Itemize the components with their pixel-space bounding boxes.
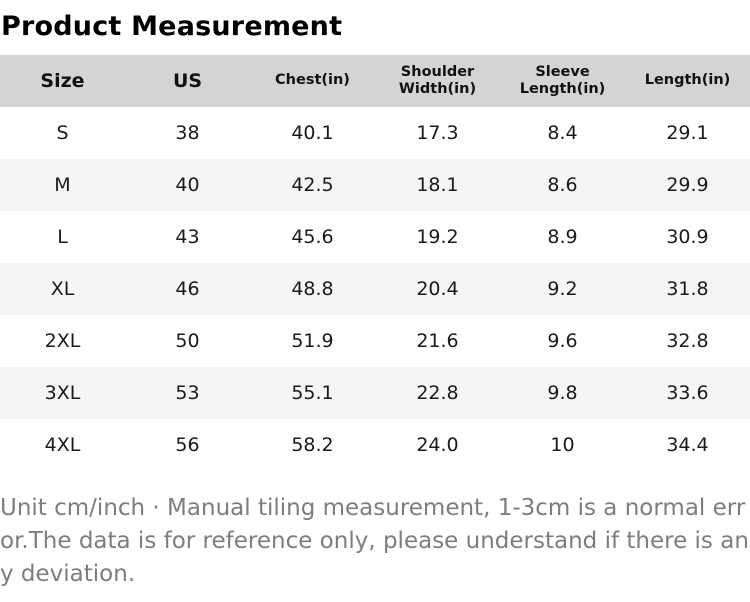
table-cell: 40: [125, 159, 250, 211]
table-cell: 48.8: [250, 263, 375, 315]
table-cell: 4XL: [0, 419, 125, 471]
table-cell: 17.3: [375, 107, 500, 159]
table-cell: 10: [500, 419, 625, 471]
table-cell: 50: [125, 315, 250, 367]
table-cell: 32.8: [625, 315, 750, 367]
table-row: S 38 40.1 17.3 8.4 29.1: [0, 107, 750, 159]
table-cell: 34.4: [625, 419, 750, 471]
column-header-us: US: [125, 55, 250, 107]
column-header-sleeve-length: Sleeve Length(in): [500, 55, 625, 107]
table-row: XL 46 48.8 20.4 9.2 31.8: [0, 263, 750, 315]
table-cell: 18.1: [375, 159, 500, 211]
page-title: Product Measurement: [1, 11, 343, 42]
table-cell: 8.9: [500, 211, 625, 263]
table-body: S 38 40.1 17.3 8.4 29.1 M 40 42.5 18.1 8.6 29.9 L 43 4…: [0, 107, 750, 471]
table-cell: 20.4: [375, 263, 500, 315]
measurement-table: Size US Chest(in) Shoulder Width(in) Sle…: [0, 55, 750, 471]
table-row: 2XL 50 51.9 21.6 9.6 32.8: [0, 315, 750, 367]
table-cell: 53: [125, 367, 250, 419]
table-cell: 2XL: [0, 315, 125, 367]
table-cell: 9.6: [500, 315, 625, 367]
table-cell: 30.9: [625, 211, 750, 263]
table-cell: 55.1: [250, 367, 375, 419]
table-row: 4XL 56 58.2 24.0 10 34.4: [0, 419, 750, 471]
table-cell: 51.9: [250, 315, 375, 367]
table-cell: 40.1: [250, 107, 375, 159]
table-cell: 56: [125, 419, 250, 471]
table-cell: 24.0: [375, 419, 500, 471]
measurement-disclaimer: Unit cm/inch · Manual tiling measurement…: [0, 495, 749, 587]
table-cell: 58.2: [250, 419, 375, 471]
column-header-chest: Chest(in): [250, 55, 375, 107]
table-cell: 21.6: [375, 315, 500, 367]
table-cell: 22.8: [375, 367, 500, 419]
table-cell: 29.1: [625, 107, 750, 159]
table-row: M 40 42.5 18.1 8.6 29.9: [0, 159, 750, 211]
table-cell: 3XL: [0, 367, 125, 419]
header-row: Size US Chest(in) Shoulder Width(in) Sle…: [0, 55, 750, 107]
table-cell: M: [0, 159, 125, 211]
column-header-size: Size: [0, 55, 125, 107]
table-cell: 29.9: [625, 159, 750, 211]
column-header-shoulder-width: Shoulder Width(in): [375, 55, 500, 107]
table-cell: 31.8: [625, 263, 750, 315]
table-cell: 19.2: [375, 211, 500, 263]
table-row: 3XL 53 55.1 22.8 9.8 33.6: [0, 367, 750, 419]
table-cell: 46: [125, 263, 250, 315]
table-cell: S: [0, 107, 125, 159]
table-cell: L: [0, 211, 125, 263]
table-cell: 43: [125, 211, 250, 263]
table-cell: 8.4: [500, 107, 625, 159]
table-header: Size US Chest(in) Shoulder Width(in) Sle…: [0, 55, 750, 107]
table-cell: 9.2: [500, 263, 625, 315]
table-cell: 45.6: [250, 211, 375, 263]
table-cell: 8.6: [500, 159, 625, 211]
table-row: L 43 45.6 19.2 8.9 30.9: [0, 211, 750, 263]
table-cell: 42.5: [250, 159, 375, 211]
column-header-length: Length(in): [625, 55, 750, 107]
table-cell: 38: [125, 107, 250, 159]
table-cell: XL: [0, 263, 125, 315]
table-cell: 33.6: [625, 367, 750, 419]
table-cell: 9.8: [500, 367, 625, 419]
